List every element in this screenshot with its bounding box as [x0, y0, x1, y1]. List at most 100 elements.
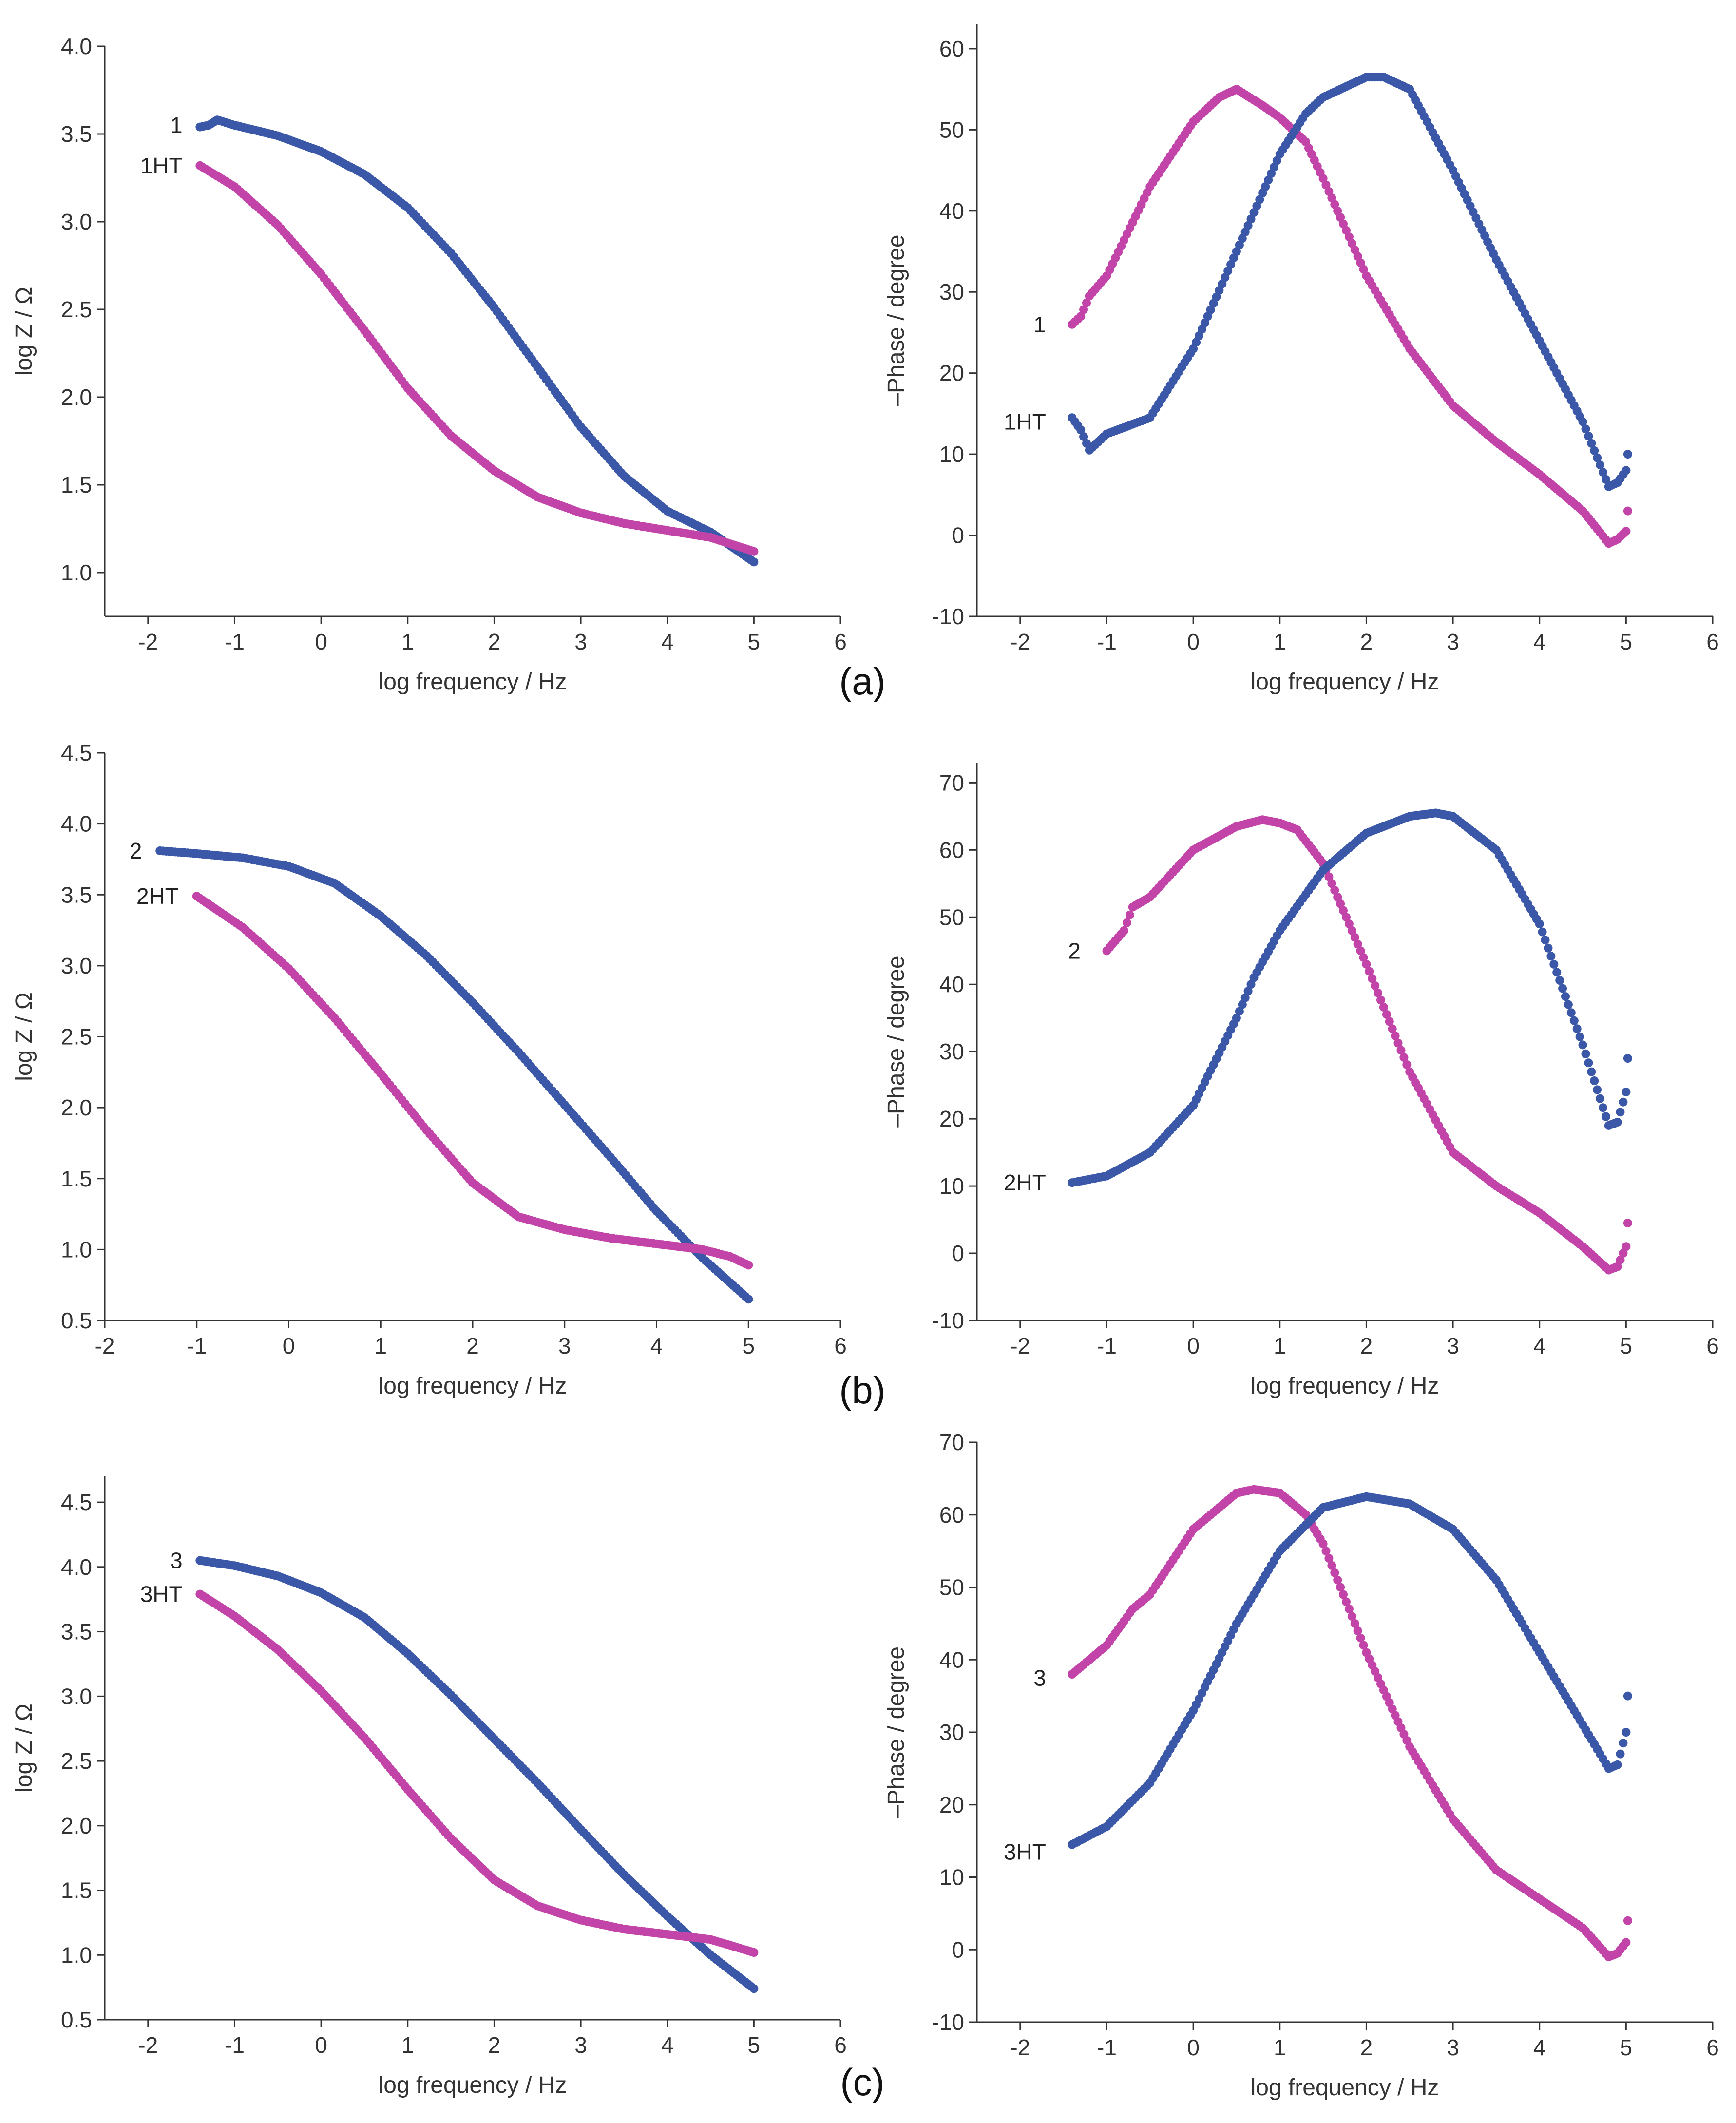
y-tick-label: 2.0: [61, 1813, 92, 1838]
data-point: [1622, 466, 1631, 475]
y-tick-label: 4.0: [61, 811, 92, 837]
panel-label: (a): [839, 660, 885, 703]
y-tick-label: 3.5: [61, 1619, 92, 1645]
x-tick-label: 4: [650, 1333, 663, 1358]
data-point: [1379, 1003, 1388, 1012]
data-point: [1396, 1046, 1406, 1055]
x-tick-label: 2: [1360, 2035, 1373, 2060]
data-point: [1593, 453, 1602, 462]
y-tick-label: 2.0: [61, 384, 92, 410]
x-tick-label: -1: [225, 629, 245, 654]
data-point: [1590, 1076, 1599, 1085]
data-point: [1623, 1054, 1632, 1063]
x-tick-label: 0: [283, 1333, 295, 1358]
series-label: 1HT: [1004, 409, 1046, 435]
y-tick-label: 4.0: [61, 1554, 92, 1580]
y-tick-label: 30: [939, 1720, 964, 1745]
x-tick-label: 1: [401, 629, 414, 654]
series-label: 1: [170, 113, 183, 138]
data-point: [1330, 886, 1339, 895]
data-point: [1226, 260, 1236, 269]
x-axis-label: log frequency / Hz: [379, 2072, 567, 2098]
y-tick-label: 10: [939, 441, 964, 467]
y-tick-label: 60: [939, 1502, 964, 1528]
x-axis-label: log frequency / Hz: [1251, 1373, 1439, 1399]
y-tick-label: 50: [939, 904, 964, 930]
data-point: [1622, 1088, 1631, 1096]
y-tick-label: 1.5: [61, 1166, 92, 1191]
x-tick-label: -1: [1097, 1333, 1117, 1358]
x-tick-label: -1: [225, 2032, 245, 2058]
data-point: [1385, 1017, 1394, 1026]
x-tick-label: 6: [834, 1333, 847, 1358]
series-label: 1HT: [140, 153, 183, 178]
x-tick-label: 4: [661, 2032, 674, 2058]
data-point: [1240, 993, 1250, 1002]
data-point: [1333, 1575, 1342, 1585]
y-tick-label: 60: [939, 36, 964, 61]
data-point: [1555, 976, 1564, 985]
y-tick-label: 20: [939, 361, 964, 386]
data-point: [1333, 892, 1342, 901]
data-point: [1541, 936, 1550, 945]
data-point: [1347, 1612, 1356, 1621]
series-label: 3: [170, 1548, 183, 1573]
data-point: [1564, 1000, 1573, 1009]
series-label: 2HT: [136, 883, 179, 909]
x-tick-label: 5: [1620, 1333, 1633, 1358]
data-point: [1339, 219, 1348, 229]
data-point: [1546, 952, 1556, 961]
data-point: [1206, 305, 1215, 314]
y-tick-label: 3.5: [61, 121, 92, 147]
y-axis-label: –Phase / degree: [883, 234, 909, 406]
series-2HT: [1068, 808, 1632, 1187]
y-tick-label: 10: [939, 1173, 964, 1199]
x-tick-label: -2: [1010, 1333, 1030, 1358]
x-tick-label: -2: [138, 629, 158, 654]
x-tick-label: 3: [1447, 629, 1459, 654]
series-3: [195, 1556, 759, 1993]
data-point: [1388, 1024, 1397, 1033]
data-point: [1619, 1249, 1628, 1258]
data-point: [1596, 1094, 1605, 1103]
data-point: [1353, 1626, 1362, 1635]
data-point: [1578, 417, 1587, 426]
data-point: [1264, 175, 1273, 185]
data-point: [1342, 913, 1351, 922]
y-tick-label: 1.0: [61, 1942, 92, 1968]
y-axis-label: –Phase / degree: [883, 1646, 909, 1818]
y-tick-label: 1.0: [61, 560, 92, 585]
data-point: [1122, 918, 1131, 927]
data-point: [1623, 450, 1632, 459]
data-point: [1569, 1016, 1579, 1025]
series-label: 2: [130, 838, 142, 863]
data-point: [1616, 1749, 1625, 1759]
x-tick-label: 6: [1706, 1333, 1719, 1358]
data-point: [1622, 1938, 1631, 1947]
data-point: [1189, 344, 1198, 353]
data-point: [1076, 425, 1086, 435]
y-tick-label: 3.5: [61, 882, 92, 907]
x-tick-label: 6: [834, 629, 847, 654]
data-point: [1347, 926, 1356, 935]
data-point: [1125, 910, 1134, 919]
y-tick-label: 1.5: [61, 1878, 92, 1903]
y-axis-label: log Z / Ω: [11, 992, 37, 1081]
data-point: [1391, 1032, 1400, 1040]
data-point: [1601, 475, 1610, 484]
data-point: [1399, 1053, 1409, 1062]
data-point: [1616, 1108, 1625, 1117]
y-tick-label: 70: [939, 1430, 964, 1455]
data-point: [1593, 1085, 1602, 1094]
series-1: [195, 115, 759, 567]
x-tick-label: 5: [1620, 2035, 1633, 2060]
data-point: [744, 1295, 753, 1304]
data-point: [1622, 1242, 1631, 1251]
data-point: [1339, 1590, 1348, 1599]
y-tick-label: 60: [939, 837, 964, 862]
x-axis-label: log frequency / Hz: [379, 669, 567, 695]
